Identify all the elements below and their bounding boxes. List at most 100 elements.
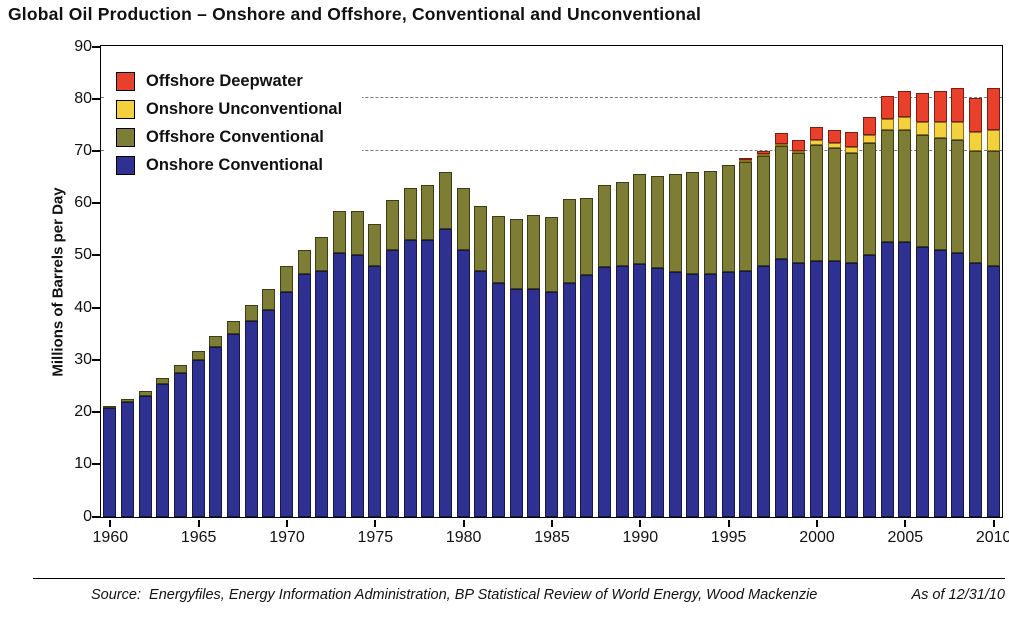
segment-onshore-conventional bbox=[474, 271, 488, 517]
bar-2002 bbox=[845, 132, 859, 517]
segment-offshore-deepwater bbox=[862, 116, 877, 135]
segment-offshore-conventional bbox=[986, 150, 1000, 266]
bar-1962 bbox=[138, 391, 152, 517]
bar-1980 bbox=[456, 188, 470, 517]
segment-onshore-conventional bbox=[615, 265, 629, 517]
bar-2006 bbox=[915, 93, 930, 517]
legend-label: Onshore Conventional bbox=[146, 156, 323, 174]
segment-onshore-unconventional bbox=[898, 116, 912, 130]
y-tick-mark bbox=[92, 254, 100, 257]
y-tick-mark bbox=[92, 411, 100, 414]
y-tick-label: 10 bbox=[74, 455, 92, 473]
segment-onshore-unconventional bbox=[774, 143, 788, 147]
bar-1966 bbox=[209, 336, 223, 517]
legend-swatch-icon bbox=[116, 72, 135, 91]
x-tick-mark bbox=[727, 519, 730, 527]
segment-offshore-conventional bbox=[368, 223, 382, 266]
segment-onshore-conventional bbox=[933, 250, 947, 517]
segment-offshore-conventional bbox=[456, 188, 470, 251]
segment-onshore-unconventional bbox=[880, 119, 894, 130]
segment-offshore-conventional bbox=[721, 164, 735, 273]
footer-divider bbox=[33, 578, 1005, 579]
segment-onshore-conventional bbox=[792, 263, 806, 517]
bar-2009 bbox=[968, 98, 983, 517]
segment-onshore-conventional bbox=[315, 271, 329, 517]
segment-offshore-conventional bbox=[951, 140, 965, 253]
segment-onshore-conventional bbox=[262, 310, 276, 517]
bar-1970 bbox=[279, 265, 294, 517]
bar-1968 bbox=[244, 305, 258, 517]
segment-onshore-conventional bbox=[173, 373, 188, 517]
segment-onshore-conventional bbox=[209, 346, 223, 517]
segment-onshore-conventional bbox=[421, 239, 435, 517]
y-tick-label: 40 bbox=[74, 298, 92, 316]
y-tick-mark bbox=[92, 306, 100, 309]
x-tick-mark bbox=[551, 519, 553, 527]
bar-1994 bbox=[703, 170, 718, 517]
segment-offshore-conventional bbox=[544, 217, 559, 292]
segment-offshore-conventional bbox=[244, 305, 258, 321]
bar-2010 bbox=[986, 87, 1000, 517]
legend-item: Onshore Conventional bbox=[116, 156, 342, 175]
bar-1996 bbox=[739, 158, 753, 517]
segment-offshore-deepwater bbox=[986, 87, 1000, 130]
segment-onshore-conventional bbox=[650, 268, 665, 517]
segment-offshore-conventional bbox=[491, 216, 506, 283]
x-tick-mark bbox=[286, 519, 288, 527]
x-tick-mark bbox=[639, 519, 642, 527]
segment-onshore-conventional bbox=[438, 229, 453, 517]
bar-1997 bbox=[756, 150, 771, 517]
segment-offshore-conventional bbox=[173, 365, 188, 374]
segment-onshore-unconventional bbox=[845, 147, 859, 154]
x-tick-mark bbox=[109, 519, 112, 527]
bar-1986 bbox=[562, 199, 576, 517]
segment-onshore-conventional bbox=[633, 264, 647, 517]
segment-onshore-conventional bbox=[138, 395, 152, 517]
bar-1995 bbox=[721, 164, 735, 517]
segment-offshore-conventional bbox=[703, 170, 718, 274]
segment-offshore-deepwater bbox=[880, 95, 894, 120]
bar-1982 bbox=[491, 216, 506, 517]
segment-onshore-unconventional bbox=[756, 153, 771, 156]
segment-onshore-unconventional bbox=[915, 121, 930, 135]
bar-1967 bbox=[226, 320, 241, 517]
segment-onshore-conventional bbox=[774, 259, 788, 517]
segment-offshore-conventional bbox=[315, 237, 329, 272]
segment-offshore-conventional bbox=[615, 182, 629, 266]
segment-onshore-conventional bbox=[120, 401, 135, 517]
segment-onshore-conventional bbox=[739, 271, 753, 517]
segment-onshore-conventional bbox=[915, 247, 930, 517]
segment-onshore-conventional bbox=[368, 265, 382, 517]
segment-offshore-deepwater bbox=[915, 93, 930, 122]
x-tick-label: 1990 bbox=[622, 528, 659, 546]
segment-offshore-conventional bbox=[262, 289, 276, 311]
legend-label: Offshore Deepwater bbox=[146, 72, 303, 90]
bar-2000 bbox=[809, 127, 824, 517]
bar-1987 bbox=[580, 197, 594, 517]
segment-offshore-conventional bbox=[509, 218, 523, 290]
segment-onshore-conventional bbox=[703, 273, 718, 517]
source-text: Source: Energyfiles, Energy Information … bbox=[91, 587, 818, 603]
legend-label: Offshore Conventional bbox=[146, 128, 324, 146]
segment-onshore-conventional bbox=[244, 320, 258, 517]
segment-offshore-conventional bbox=[809, 145, 824, 261]
segment-onshore-conventional bbox=[332, 252, 347, 517]
x-tick-mark bbox=[992, 519, 995, 527]
bar-1992 bbox=[668, 174, 682, 517]
bar-1989 bbox=[615, 182, 629, 517]
bar-1977 bbox=[403, 188, 417, 517]
y-axis-labels: 0 10 20 30 40 50 60 70 80 90 bbox=[40, 38, 92, 525]
segment-onshore-conventional bbox=[544, 291, 559, 517]
segment-onshore-conventional bbox=[509, 289, 523, 517]
segment-onshore-conventional bbox=[279, 291, 294, 517]
x-tick-label: 2010 bbox=[975, 528, 1009, 546]
segment-offshore-conventional bbox=[968, 150, 983, 264]
segment-onshore-conventional bbox=[562, 282, 576, 517]
segment-offshore-conventional bbox=[580, 197, 594, 275]
bar-1985 bbox=[544, 217, 559, 517]
segment-offshore-deepwater bbox=[809, 127, 824, 141]
segment-onshore-conventional bbox=[668, 272, 682, 517]
y-axis-tick-marks bbox=[92, 45, 100, 518]
bar-2005 bbox=[898, 90, 912, 517]
y-tick-label: 80 bbox=[74, 89, 92, 107]
